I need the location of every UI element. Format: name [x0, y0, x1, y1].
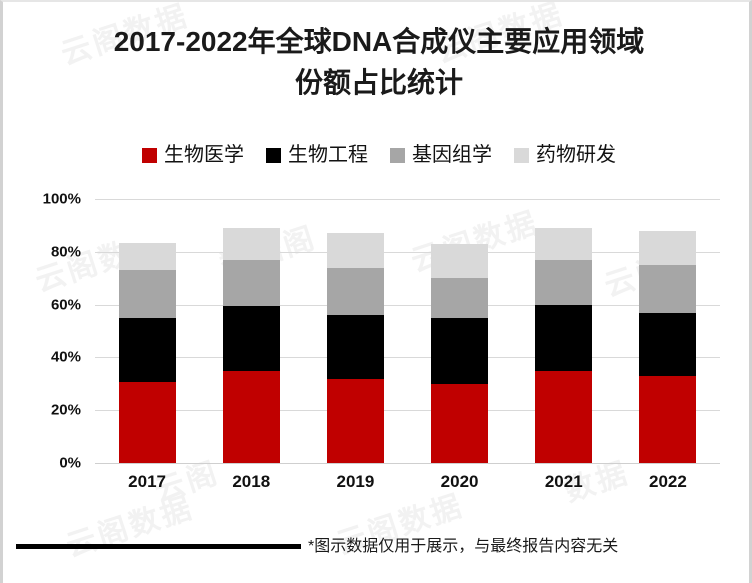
bar-segment-药物研发[interactable]: [431, 243, 489, 279]
legend-label: 基因组学: [412, 144, 492, 166]
bar-segment-药物研发[interactable]: [535, 228, 593, 260]
bar-segment-生物工程[interactable]: [639, 312, 697, 376]
legend-label: 药物研发: [536, 144, 616, 166]
chart-title-line-2: 份额占比统计: [294, 66, 463, 98]
bar-segment-药物研发[interactable]: [639, 230, 697, 266]
bar-2017[interactable]: [118, 242, 176, 463]
x-axis-tick-label: 2020: [440, 472, 479, 491]
gridline: [95, 410, 720, 412]
bar-2022[interactable]: [639, 230, 697, 463]
legend-item-3[interactable]: 基因组学: [390, 145, 492, 165]
bar-segment-基因组学[interactable]: [326, 267, 384, 316]
legend-item-1[interactable]: 生物医学: [142, 145, 244, 165]
bar-segment-生物工程[interactable]: [118, 317, 176, 383]
y-axis: 0% 20% 40% 60% 80% 100%: [3, 191, 89, 472]
y-axis-tick-label: 40%: [50, 348, 81, 366]
legend-swatch-icon: [142, 147, 157, 163]
legend-item-4[interactable]: 药物研发: [514, 145, 616, 165]
bar-segment-基因组学[interactable]: [118, 270, 176, 318]
bar-2018[interactable]: [222, 228, 280, 463]
x-axis-tick-label: 2019: [336, 472, 375, 491]
x-axis-tick-label: 2017: [128, 472, 166, 491]
bar-segment-生物医学[interactable]: [535, 370, 593, 463]
bar-segment-基因组学[interactable]: [639, 265, 697, 313]
gridline: [95, 463, 720, 464]
bar-segment-基因组学[interactable]: [431, 278, 489, 318]
bar-segment-基因组学[interactable]: [535, 259, 593, 305]
legend-swatch-icon: [390, 147, 405, 163]
bar-2020[interactable]: [431, 243, 489, 463]
bar-segment-生物医学[interactable]: [222, 370, 280, 463]
footer-note: *图示数据仅用于展示，与最终报告内容无关: [308, 538, 619, 555]
legend-label: 生物工程: [288, 144, 368, 166]
chart-legend: 生物医学 生物工程 基因组学 药物研发: [3, 145, 749, 165]
bar-segment-生物工程[interactable]: [222, 305, 280, 371]
bar-segment-生物医学[interactable]: [118, 382, 176, 463]
bar-segment-生物医学[interactable]: [326, 378, 384, 463]
bar-segment-生物工程[interactable]: [535, 304, 593, 371]
plot-area: [95, 199, 720, 464]
bar-segment-基因组学[interactable]: [222, 259, 280, 306]
chart-title: 2017-2022年全球DNA合成仪主要应用领域 份额占比统计: [3, 22, 749, 103]
bar-2021[interactable]: [535, 228, 593, 463]
legend-swatch-icon: [514, 147, 529, 163]
y-axis-tick-label: 80%: [50, 243, 81, 261]
x-axis: 2017 2018 2019 2020 2021 2022: [95, 472, 720, 500]
gridline: [95, 304, 720, 306]
x-axis-tick-label: 2018: [232, 472, 271, 491]
gridline: [95, 357, 720, 359]
footer-rule: [16, 544, 301, 549]
bar-2019[interactable]: [326, 233, 384, 463]
legend-swatch-icon: [266, 147, 281, 163]
x-axis-tick-label: 2022: [648, 472, 687, 491]
y-axis-tick-label: 100%: [42, 190, 81, 208]
gridline: [95, 251, 720, 253]
y-axis-tick-label: 20%: [50, 401, 81, 419]
gridline: [95, 199, 720, 200]
bar-segment-生物工程[interactable]: [431, 317, 489, 384]
chart-title-line-1: 2017-2022年全球DNA合成仪主要应用领域: [113, 26, 645, 57]
y-axis-tick-label: 0%: [59, 454, 81, 472]
bar-segment-药物研发[interactable]: [222, 228, 280, 260]
bar-segment-药物研发[interactable]: [118, 242, 176, 271]
bar-segment-生物医学[interactable]: [639, 375, 697, 463]
y-axis-tick-label: 60%: [50, 296, 81, 314]
bar-segment-药物研发[interactable]: [326, 233, 384, 268]
bar-segment-生物医学[interactable]: [431, 383, 489, 463]
bar-segment-生物工程[interactable]: [326, 315, 384, 379]
legend-label: 生物医学: [164, 144, 244, 166]
legend-item-2[interactable]: 生物工程: [266, 145, 368, 165]
x-axis-tick-label: 2021: [544, 472, 583, 491]
